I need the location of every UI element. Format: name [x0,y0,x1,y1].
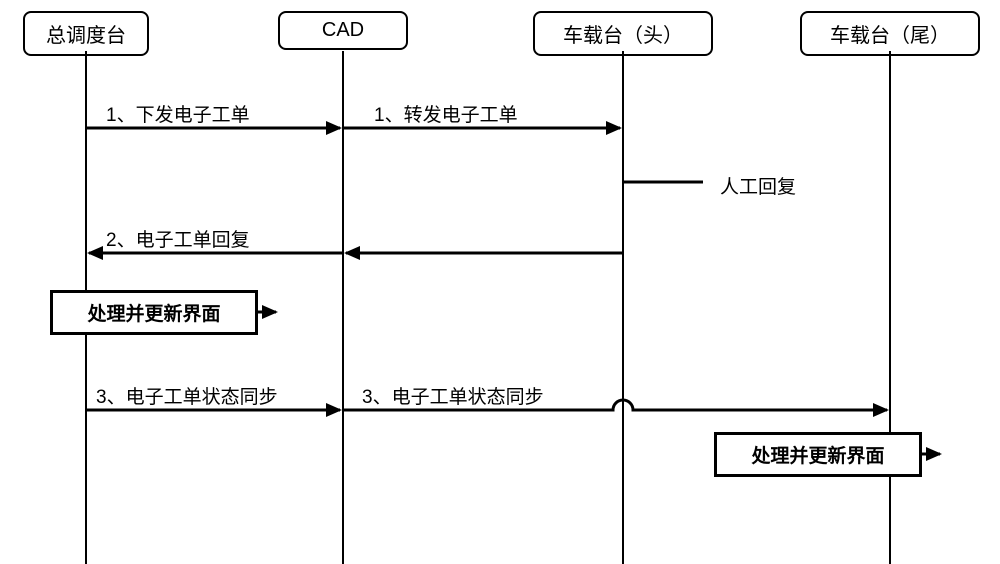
lifeline-cad [342,51,344,564]
participant-cad: CAD [278,11,408,50]
note-update-ui-2: 处理并更新界面 [714,432,922,477]
participant-tail: 车载台（尾） [800,11,980,56]
arrows-layer [0,0,1000,564]
participant-label: CAD [322,19,364,41]
participant-head: 车载台（头） [533,11,713,56]
participant-label: 车载台（头） [563,25,683,47]
sequence-diagram: 总调度台 CAD 车载台（头） 车载台（尾） [0,0,1000,564]
participant-label: 车载台（尾） [830,25,950,47]
lifeline-tail [889,51,891,564]
msg-label-1b: 1、转发电子工单 [374,100,518,127]
msg-label-2a: 2、电子工单回复 [106,225,250,252]
msg-label-3b: 3、电子工单状态同步 [362,382,544,409]
participant-dispatch: 总调度台 [23,11,149,56]
msg-label-1a: 1、下发电子工单 [106,100,250,127]
participant-label: 总调度台 [46,25,126,47]
msg-label-3a: 3、电子工单状态同步 [96,382,278,409]
msg-self-manual: 人工回复 [720,172,796,199]
note-update-ui-1: 处理并更新界面 [50,290,258,335]
lifeline-head [622,51,624,564]
